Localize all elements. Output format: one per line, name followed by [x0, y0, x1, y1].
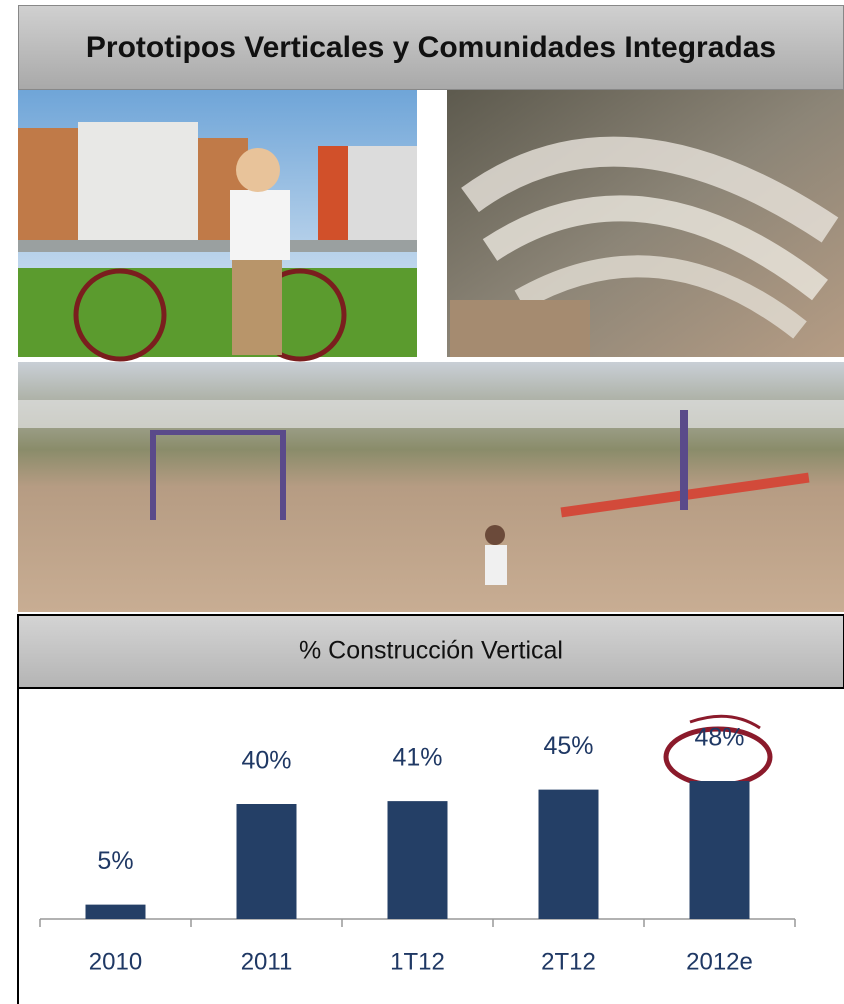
bar — [539, 790, 599, 919]
x-tick-label: 2012e — [686, 948, 753, 975]
chart-title: % Construcción Vertical — [299, 637, 563, 665]
page: % Construcción Vertical 2010 5% 2011 40% 1T1… — [0, 0, 844, 1004]
value-label: 41% — [392, 744, 442, 772]
value-label: 40% — [241, 747, 291, 775]
x-tick-label: 2010 — [89, 948, 142, 975]
slide: % Construcción Vertical 2010 5% 2011 40% 1T1… — [0, 0, 844, 1004]
photo-buildings — [18, 90, 417, 359]
title-box: Prototipos Verticales y Comunidades Inte… — [18, 5, 844, 90]
x-tick-label: 2011 — [241, 948, 293, 975]
value-label: 5% — [97, 847, 133, 875]
page-title: Prototipos Verticales y Comunidades Inte… — [86, 31, 776, 65]
bar — [237, 804, 297, 919]
bar — [388, 801, 448, 919]
bar — [690, 781, 750, 919]
bar — [86, 905, 146, 919]
value-label: 48% — [694, 724, 744, 752]
x-tick-label: 1T12 — [390, 948, 445, 975]
photo-playground — [18, 362, 844, 612]
value-label: 45% — [543, 732, 593, 760]
x-tick-label: 2T12 — [541, 948, 596, 975]
photo-aerial — [447, 90, 844, 357]
